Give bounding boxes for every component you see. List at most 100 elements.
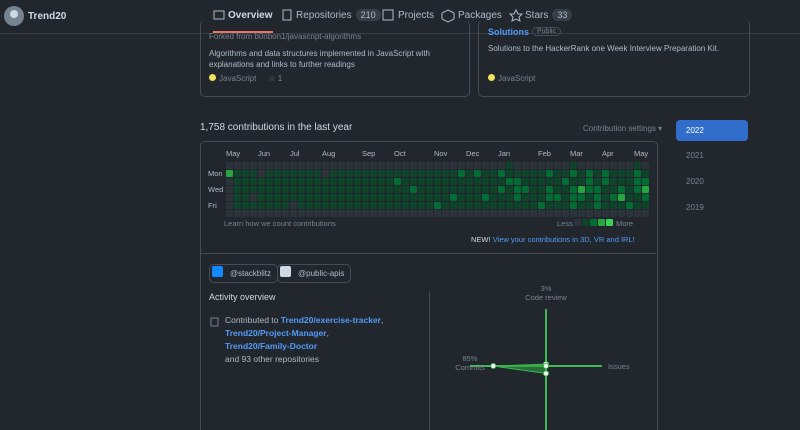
day-cell xyxy=(602,162,609,169)
legend-less: Less xyxy=(557,219,573,228)
day-cell xyxy=(458,178,465,185)
day-cell xyxy=(250,170,257,177)
repo-link[interactable]: Trend20/Project-Manager xyxy=(225,328,327,338)
username[interactable]: Trend20 xyxy=(28,11,67,22)
day-cell xyxy=(266,194,273,201)
description: Algorithms and data structures implement… xyxy=(209,49,430,69)
day-cell xyxy=(402,210,409,217)
day-cell xyxy=(442,162,449,169)
day-cell xyxy=(282,194,289,201)
day-cell xyxy=(242,202,249,209)
day-cell xyxy=(370,210,377,217)
tab[interactable]: Stars 33 xyxy=(525,9,573,21)
pinned-card xyxy=(200,20,470,97)
day-cell xyxy=(354,210,361,217)
repo: Family-Doctor xyxy=(259,341,318,351)
new-prefix: NEW! xyxy=(471,235,491,244)
radar-label: Issues xyxy=(608,362,630,371)
month-label: Dec xyxy=(466,149,480,158)
contribution-graph: May Jun Jul Aug Sep Oct Nov Dec Jan Feb Mar Apr May M… xyxy=(208,149,649,217)
day-cell xyxy=(586,178,593,185)
repo-title[interactable]: Solutions xyxy=(488,27,529,37)
day-cell xyxy=(330,178,337,185)
year[interactable]: 2022 xyxy=(686,126,704,135)
activity-radar: 3%Code review Issues 12% 85%Commits xyxy=(455,285,630,430)
day-cell xyxy=(530,170,537,177)
day-cell xyxy=(314,186,321,193)
day-cell xyxy=(578,210,585,217)
day-cell xyxy=(418,194,425,201)
divider xyxy=(429,292,430,430)
learn-link[interactable]: Learn how we count contributions xyxy=(224,219,336,228)
day-cell xyxy=(506,210,513,217)
day-cell xyxy=(370,178,377,185)
day-cell xyxy=(514,194,521,201)
repo-link[interactable]: Trend20/exercise-tracker xyxy=(280,315,381,325)
tab[interactable]: Packages xyxy=(458,10,502,21)
tab[interactable]: Overview xyxy=(228,10,273,21)
avatar xyxy=(4,6,24,26)
day-cell xyxy=(546,178,553,185)
day-cell xyxy=(426,178,433,185)
day-cell xyxy=(378,162,385,169)
day-cell xyxy=(298,202,305,209)
day-cell xyxy=(610,178,617,185)
day-cell xyxy=(394,202,401,209)
day-cell xyxy=(554,178,561,185)
contributions-title: 1,758 contributions in the last year xyxy=(200,122,353,133)
day-cell xyxy=(626,162,633,169)
day-cell xyxy=(410,162,417,169)
day-cell xyxy=(466,194,473,201)
day-cell xyxy=(322,170,329,177)
day-cell xyxy=(378,210,385,217)
year-selected[interactable] xyxy=(676,120,748,141)
day-cell xyxy=(258,210,265,217)
settings[interactable]: Contribution settings ▾ xyxy=(583,124,663,133)
owner: Trend20 xyxy=(280,315,314,325)
day-cell xyxy=(378,186,385,193)
day-cell xyxy=(610,186,617,193)
day-cell xyxy=(250,194,257,201)
tab[interactable]: Projects xyxy=(398,10,435,21)
day-cell xyxy=(274,178,281,185)
day-cell xyxy=(346,186,353,193)
day-cell xyxy=(570,178,577,185)
day-cell xyxy=(258,186,265,193)
month-label: Jul xyxy=(290,149,300,158)
new-link[interactable]: View your contributions in 3D, VR and IR… xyxy=(492,235,635,244)
org-badge[interactable]: @public-apis xyxy=(277,264,352,283)
day-cell xyxy=(450,194,457,201)
day-cell xyxy=(290,162,297,169)
day-cell xyxy=(450,186,457,193)
day-cell xyxy=(514,210,521,217)
day-cell xyxy=(362,194,369,201)
day-cell xyxy=(434,202,441,209)
day-cell xyxy=(546,162,553,169)
day-cell xyxy=(378,170,385,177)
day-cell xyxy=(530,178,537,185)
radar-percent: 12% xyxy=(538,428,553,430)
day-cell xyxy=(306,162,313,169)
day-cell xyxy=(338,170,345,177)
day-cell xyxy=(306,170,313,177)
day-cell xyxy=(362,162,369,169)
day-cell xyxy=(586,170,593,177)
day-cell xyxy=(290,186,297,193)
day-cell xyxy=(498,202,505,209)
tab[interactable]: Repositories 210 xyxy=(296,9,381,21)
day-cell xyxy=(642,170,649,177)
year[interactable]: 2019 xyxy=(686,203,704,212)
repo-icon xyxy=(210,317,219,327)
day-cell xyxy=(482,170,489,177)
repo-link[interactable]: Trend20/Family-Doctor xyxy=(225,341,318,351)
day-cell xyxy=(370,170,377,177)
day-cell xyxy=(442,202,449,209)
year[interactable]: 2021 xyxy=(686,151,704,160)
day-cell xyxy=(642,202,649,209)
year[interactable]: 2020 xyxy=(686,177,704,186)
day-cell xyxy=(610,170,617,177)
day-cell xyxy=(354,162,361,169)
contribution-box xyxy=(200,141,658,430)
settings-label: Contribution settings xyxy=(583,124,656,133)
day-cell xyxy=(618,178,625,185)
